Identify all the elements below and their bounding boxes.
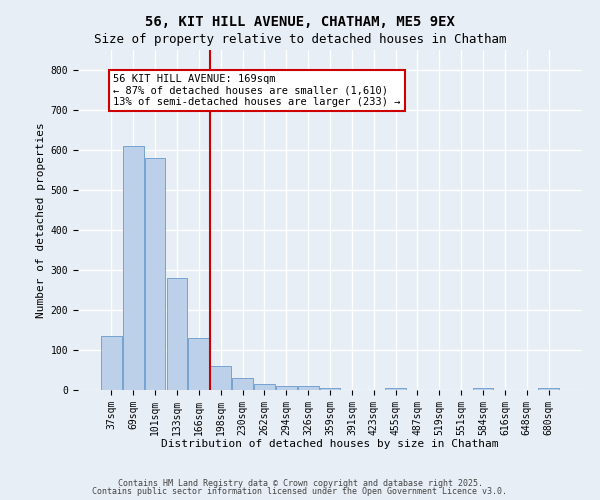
Bar: [473, 388, 493, 390]
Bar: [210, 366, 231, 390]
Bar: [123, 146, 143, 390]
Text: Size of property relative to detached houses in Chatham: Size of property relative to detached ho…: [94, 32, 506, 46]
Bar: [188, 338, 209, 390]
Bar: [320, 388, 340, 390]
Bar: [298, 386, 319, 390]
Bar: [145, 158, 166, 390]
Bar: [538, 388, 559, 390]
Bar: [232, 378, 253, 390]
Text: 56, KIT HILL AVENUE, CHATHAM, ME5 9EX: 56, KIT HILL AVENUE, CHATHAM, ME5 9EX: [145, 15, 455, 29]
Bar: [254, 384, 275, 390]
Text: Contains HM Land Registry data © Crown copyright and database right 2025.: Contains HM Land Registry data © Crown c…: [118, 478, 482, 488]
X-axis label: Distribution of detached houses by size in Chatham: Distribution of detached houses by size …: [161, 439, 499, 449]
Bar: [167, 278, 187, 390]
Bar: [101, 336, 122, 390]
Bar: [276, 386, 296, 390]
Y-axis label: Number of detached properties: Number of detached properties: [37, 122, 46, 318]
Bar: [385, 388, 406, 390]
Text: Contains public sector information licensed under the Open Government Licence v3: Contains public sector information licen…: [92, 487, 508, 496]
Text: 56 KIT HILL AVENUE: 169sqm
← 87% of detached houses are smaller (1,610)
13% of s: 56 KIT HILL AVENUE: 169sqm ← 87% of deta…: [113, 74, 401, 107]
